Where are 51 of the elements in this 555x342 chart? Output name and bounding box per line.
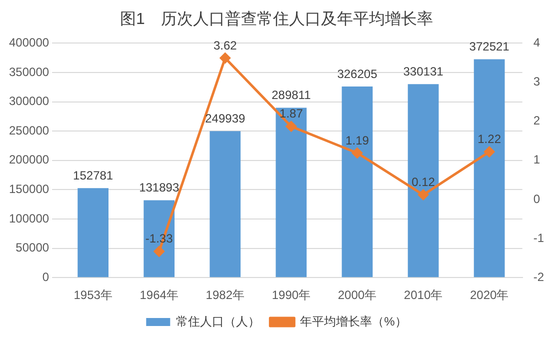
bar [78,188,108,278]
legend-label: 常住人口（人） [176,314,260,328]
bar [408,84,439,278]
y-tick-label: 250000 [8,123,50,138]
y2-tick-label: 3 [533,74,540,89]
data-label: 372521 [469,40,510,54]
y2-tick-label: 0 [533,192,540,206]
data-label: 249939 [205,111,246,126]
x-tick-label: 2000年 [338,288,377,302]
bar [276,108,307,278]
data-label: 152781 [73,168,114,182]
data-label: 289811 [272,88,312,102]
y-tick-label: 200000 [8,152,50,167]
data-label: 1.87 [280,106,304,121]
y-tick-label: 400000 [8,36,50,50]
bar [342,86,373,278]
bar [144,200,175,278]
data-label: 3.62 [213,38,238,52]
y-tick-label: 350000 [8,64,50,79]
x-tick-label: 1964年 [140,288,178,302]
point [220,52,230,64]
point [484,146,495,158]
y-tick-label: 0 [42,270,50,284]
y-tick-label: 50000 [16,240,50,255]
y2-tick-label: 1 [533,152,540,167]
data-label: 326205 [337,66,378,81]
data-label: 131893 [139,180,180,195]
x-tick-label: 2020年 [470,288,509,302]
y2-tick-label: 4 [533,36,540,50]
bar [474,59,505,278]
y-tick-label: 150000 [8,182,50,196]
point [286,121,296,132]
point [418,190,429,200]
data-label: 0.12 [412,175,436,190]
y2-tick-label: 2 [533,114,540,128]
x-tick-label: 1982年 [206,288,244,302]
bar [210,131,241,278]
y2-tick-label: -1 [533,230,544,245]
x-tick-label: 1990年 [272,288,311,302]
chart-title: 图1 历次人口普查常住人口及年平均增长率 [120,10,433,28]
point [154,246,164,257]
y2-tick-label: -2 [533,270,544,284]
data-label: 1.22 [478,132,502,146]
x-tick-label: 2010年 [404,288,443,302]
y-tick-label: 300000 [8,94,50,108]
legend-label: 年平均增长率（%） [300,314,407,328]
data-label: 1.19 [346,133,370,148]
point [352,148,362,158]
x-tick-label: 1953年 [74,288,112,302]
data-label: 330131 [403,64,444,78]
y-tick-label: 100000 [8,211,50,226]
